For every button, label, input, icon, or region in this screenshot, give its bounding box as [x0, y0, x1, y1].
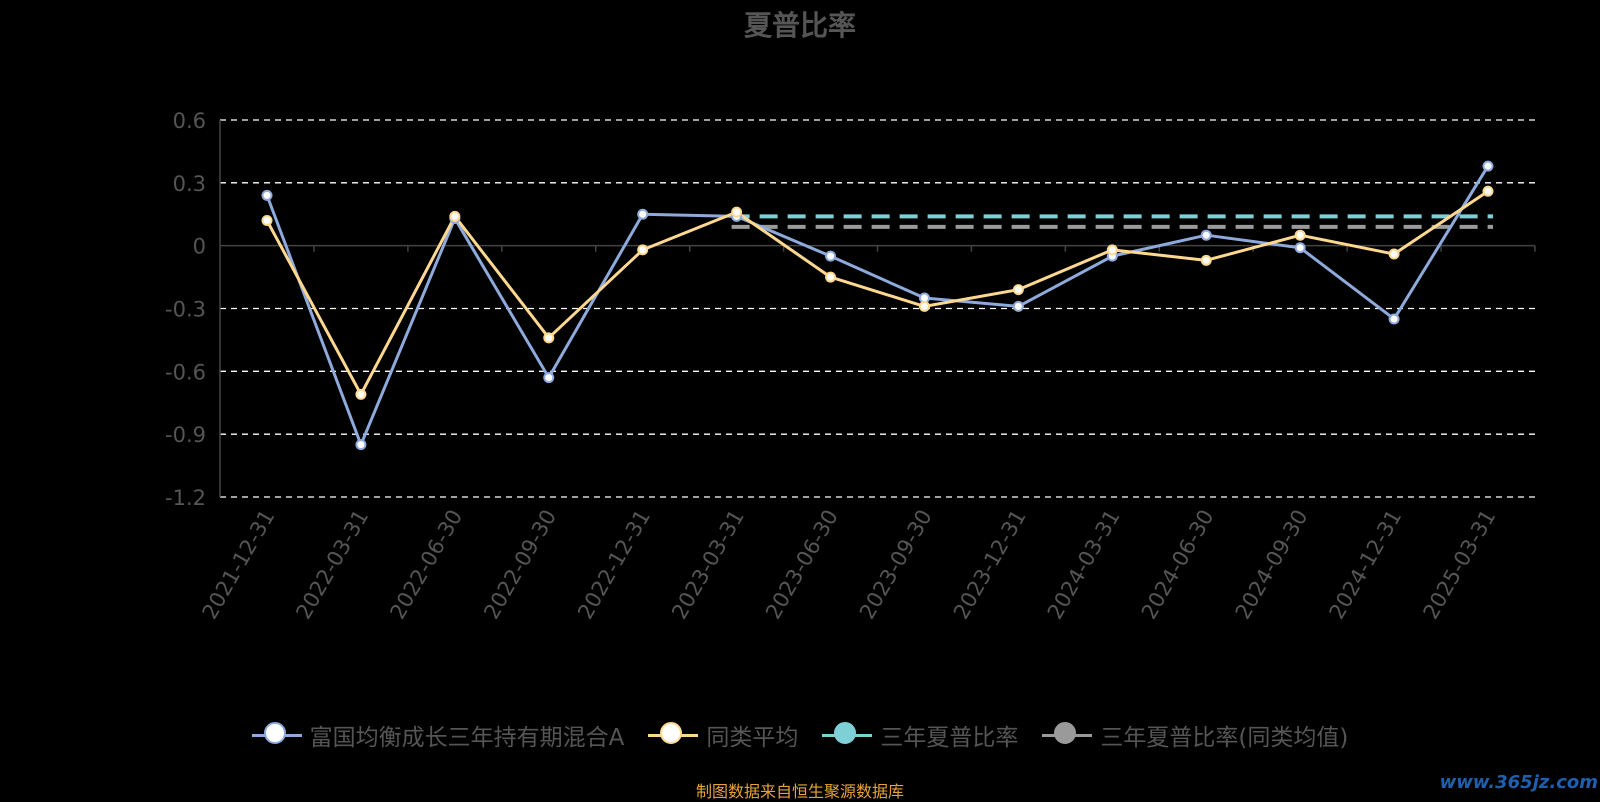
data-point — [1200, 229, 1212, 241]
x-tick-label: 2025-03-31 — [1419, 506, 1501, 624]
x-tick-label: 2022-06-30 — [385, 506, 467, 624]
data-point — [637, 244, 649, 256]
x-tick-label: 2024-03-31 — [1043, 506, 1125, 624]
data-point — [918, 300, 930, 312]
data-point — [543, 372, 555, 384]
data-point — [731, 206, 743, 218]
data-point — [1294, 242, 1306, 254]
legend-three-year-label: 三年夏普比率 — [880, 725, 1019, 751]
legend-item-fund[interactable]: 富国均衡成长三年持有期混合A — [251, 718, 625, 752]
x-tick-label: 2024-06-30 — [1137, 506, 1219, 624]
x-tick-label: 2023-03-31 — [667, 506, 749, 624]
data-point — [637, 208, 649, 220]
y-tick-label: -1.2 — [165, 486, 206, 510]
legend-three-year-dot — [834, 722, 857, 744]
x-tick-label: 2022-09-30 — [479, 506, 561, 624]
data-point — [1294, 229, 1306, 241]
legend-fund-icon — [251, 722, 302, 748]
x-tick-label: 2022-03-31 — [291, 506, 373, 624]
legend-three-year-peer-icon — [1042, 722, 1093, 748]
data-point — [543, 332, 555, 344]
legend-peer-avg-dot — [660, 722, 683, 744]
y-tick-label: 0.3 — [173, 172, 206, 196]
data-point — [825, 271, 837, 283]
source-note: 制图数据来自恒生聚源数据库 — [695, 782, 904, 801]
data-point — [1012, 284, 1024, 296]
y-tick-label: 0.6 — [173, 109, 206, 133]
x-tick-label: 2021-12-31 — [198, 506, 280, 624]
data-point — [1388, 248, 1400, 260]
watermark: www.365jz.com — [1439, 772, 1598, 793]
y-tick-label: 0 — [193, 235, 206, 259]
legend-item-three-year-peer[interactable]: 三年夏普比率(同类均值) — [1042, 718, 1348, 752]
legend-three-year-peer-dot — [1054, 722, 1077, 744]
x-tick-label: 2024-12-31 — [1325, 506, 1407, 624]
y-tick-label: -0.6 — [165, 360, 206, 384]
data-point — [449, 210, 461, 222]
legend-fund-dot — [263, 722, 286, 744]
data-point — [261, 215, 273, 227]
x-tick-label: 2024-09-30 — [1231, 506, 1313, 624]
y-tick-label: -0.3 — [165, 298, 206, 322]
data-point — [1106, 244, 1118, 256]
x-tick-label: 2023-06-30 — [761, 506, 843, 624]
data-point — [1388, 313, 1400, 325]
legend-item-three-year[interactable]: 三年夏普比率 — [822, 718, 1018, 752]
data-point — [825, 250, 837, 262]
series-line — [265, 189, 1489, 396]
x-tick-label: 2022-12-31 — [573, 506, 655, 624]
legend-item-peer-avg[interactable]: 同类平均 — [648, 718, 798, 752]
reference-lines — [731, 214, 1493, 229]
data-point — [1482, 185, 1494, 197]
data-point — [355, 439, 367, 451]
legend-peer-avg-label: 同类平均 — [706, 725, 799, 751]
series-lines — [261, 160, 1494, 451]
data-point — [1482, 160, 1494, 172]
y-tick-label: -0.9 — [165, 423, 206, 447]
data-point — [1200, 254, 1212, 266]
chart-title: 夏普比率 — [743, 9, 856, 42]
x-tick-label: 2023-09-30 — [855, 506, 937, 624]
legend-peer-avg-icon — [648, 722, 699, 748]
legend-three-year-peer-label: 三年夏普比率(同类均值) — [1100, 725, 1349, 751]
legend: 富国均衡成长三年持有期混合A 同类平均 三年夏普比率 三年夏普比率(同类均值) — [0, 718, 1600, 752]
legend-fund-label: 富国均衡成长三年持有期混合A — [309, 725, 625, 751]
data-point — [261, 189, 273, 201]
x-tick-label: 2023-12-31 — [949, 506, 1031, 624]
series-line — [265, 165, 1490, 447]
legend-three-year-icon — [822, 722, 873, 748]
data-point — [1012, 300, 1024, 312]
data-point — [355, 388, 367, 400]
